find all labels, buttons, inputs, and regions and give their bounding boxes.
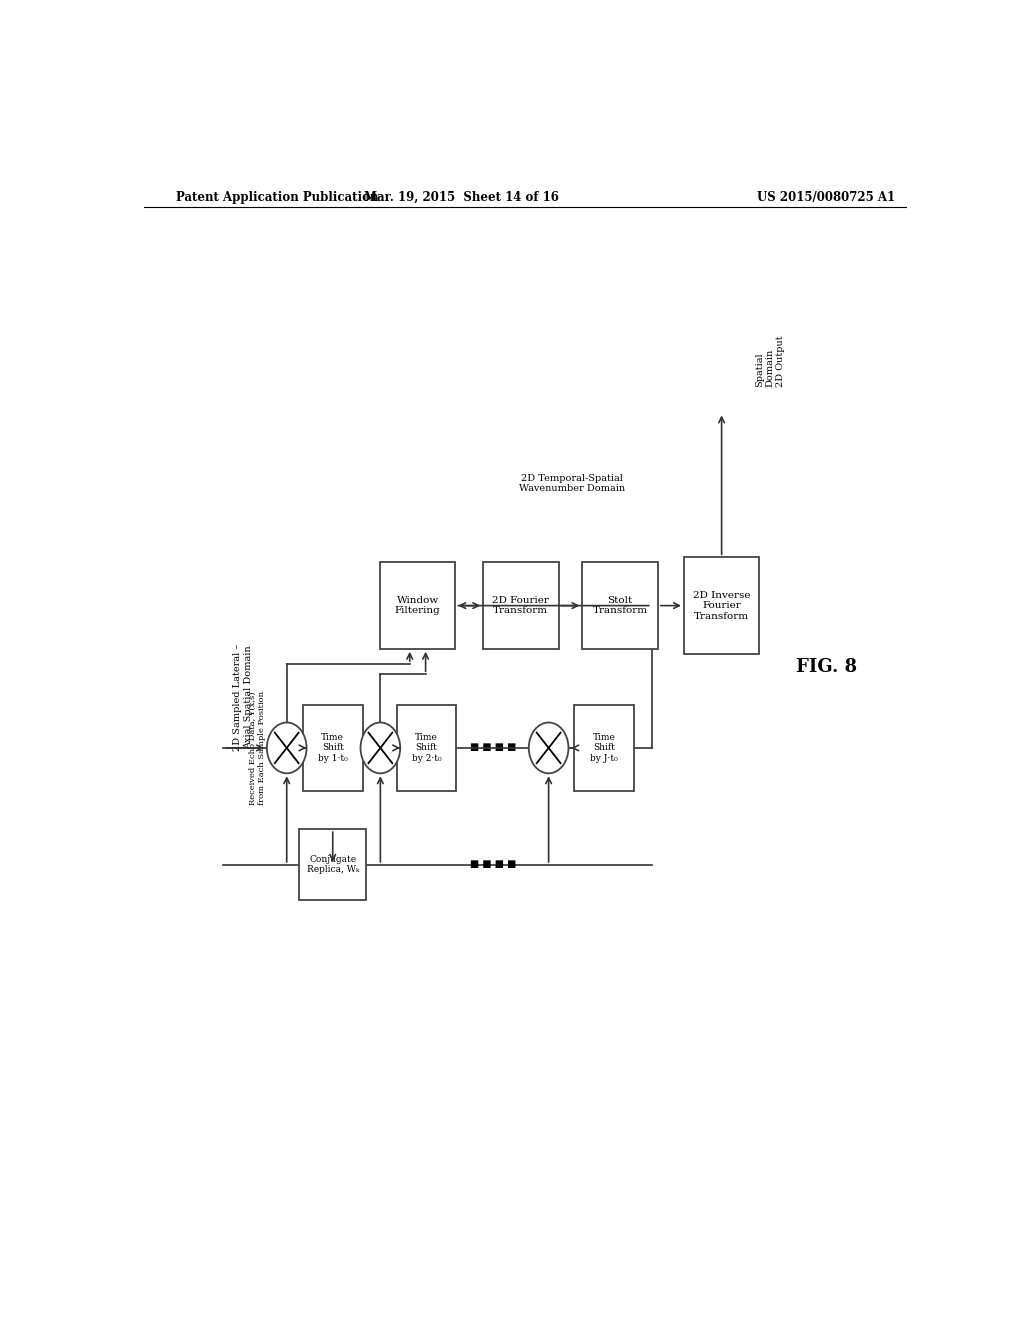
Bar xyxy=(684,557,760,653)
Text: Time
Shift
by J·t₀: Time Shift by J·t₀ xyxy=(590,733,618,763)
Text: Received Echo Data, Y(x,s)
from Each Sample Position: Received Echo Data, Y(x,s) from Each Sam… xyxy=(249,690,266,805)
Bar xyxy=(303,705,362,791)
Text: ■ ■ ■ ■: ■ ■ ■ ■ xyxy=(470,743,516,752)
Circle shape xyxy=(267,722,306,774)
Text: FIG. 8: FIG. 8 xyxy=(796,657,857,676)
Text: Conjugate
Replica, Wₖ: Conjugate Replica, Wₖ xyxy=(306,855,358,874)
Bar xyxy=(574,705,634,791)
Text: 2D Fourier
Transform: 2D Fourier Transform xyxy=(493,595,549,615)
Text: 2D Inverse
Fourier
Transform: 2D Inverse Fourier Transform xyxy=(693,591,751,620)
Bar xyxy=(396,705,456,791)
Text: Spatial
Domain
2D Output: Spatial Domain 2D Output xyxy=(755,335,784,388)
Text: 2D Sampled Lateral –
Axial Spatial Domain: 2D Sampled Lateral – Axial Spatial Domai… xyxy=(233,643,253,751)
Bar xyxy=(299,829,367,900)
Text: Stolt
Transform: Stolt Transform xyxy=(593,595,647,615)
Text: Window
Filtering: Window Filtering xyxy=(395,595,440,615)
Text: ■ ■ ■ ■: ■ ■ ■ ■ xyxy=(470,861,516,870)
Bar xyxy=(483,562,558,649)
Text: Mar. 19, 2015  Sheet 14 of 16: Mar. 19, 2015 Sheet 14 of 16 xyxy=(364,190,559,203)
Bar xyxy=(583,562,657,649)
Text: 2D Temporal-Spatial
Wavenumber Domain: 2D Temporal-Spatial Wavenumber Domain xyxy=(519,474,626,494)
Circle shape xyxy=(528,722,568,774)
Text: Time
Shift
by 1·t₀: Time Shift by 1·t₀ xyxy=(317,733,347,763)
Circle shape xyxy=(360,722,400,774)
Bar xyxy=(380,562,456,649)
Text: US 2015/0080725 A1: US 2015/0080725 A1 xyxy=(758,190,895,203)
Text: Patent Application Publication: Patent Application Publication xyxy=(176,190,378,203)
Text: Time
Shift
by 2·t₀: Time Shift by 2·t₀ xyxy=(412,733,441,763)
